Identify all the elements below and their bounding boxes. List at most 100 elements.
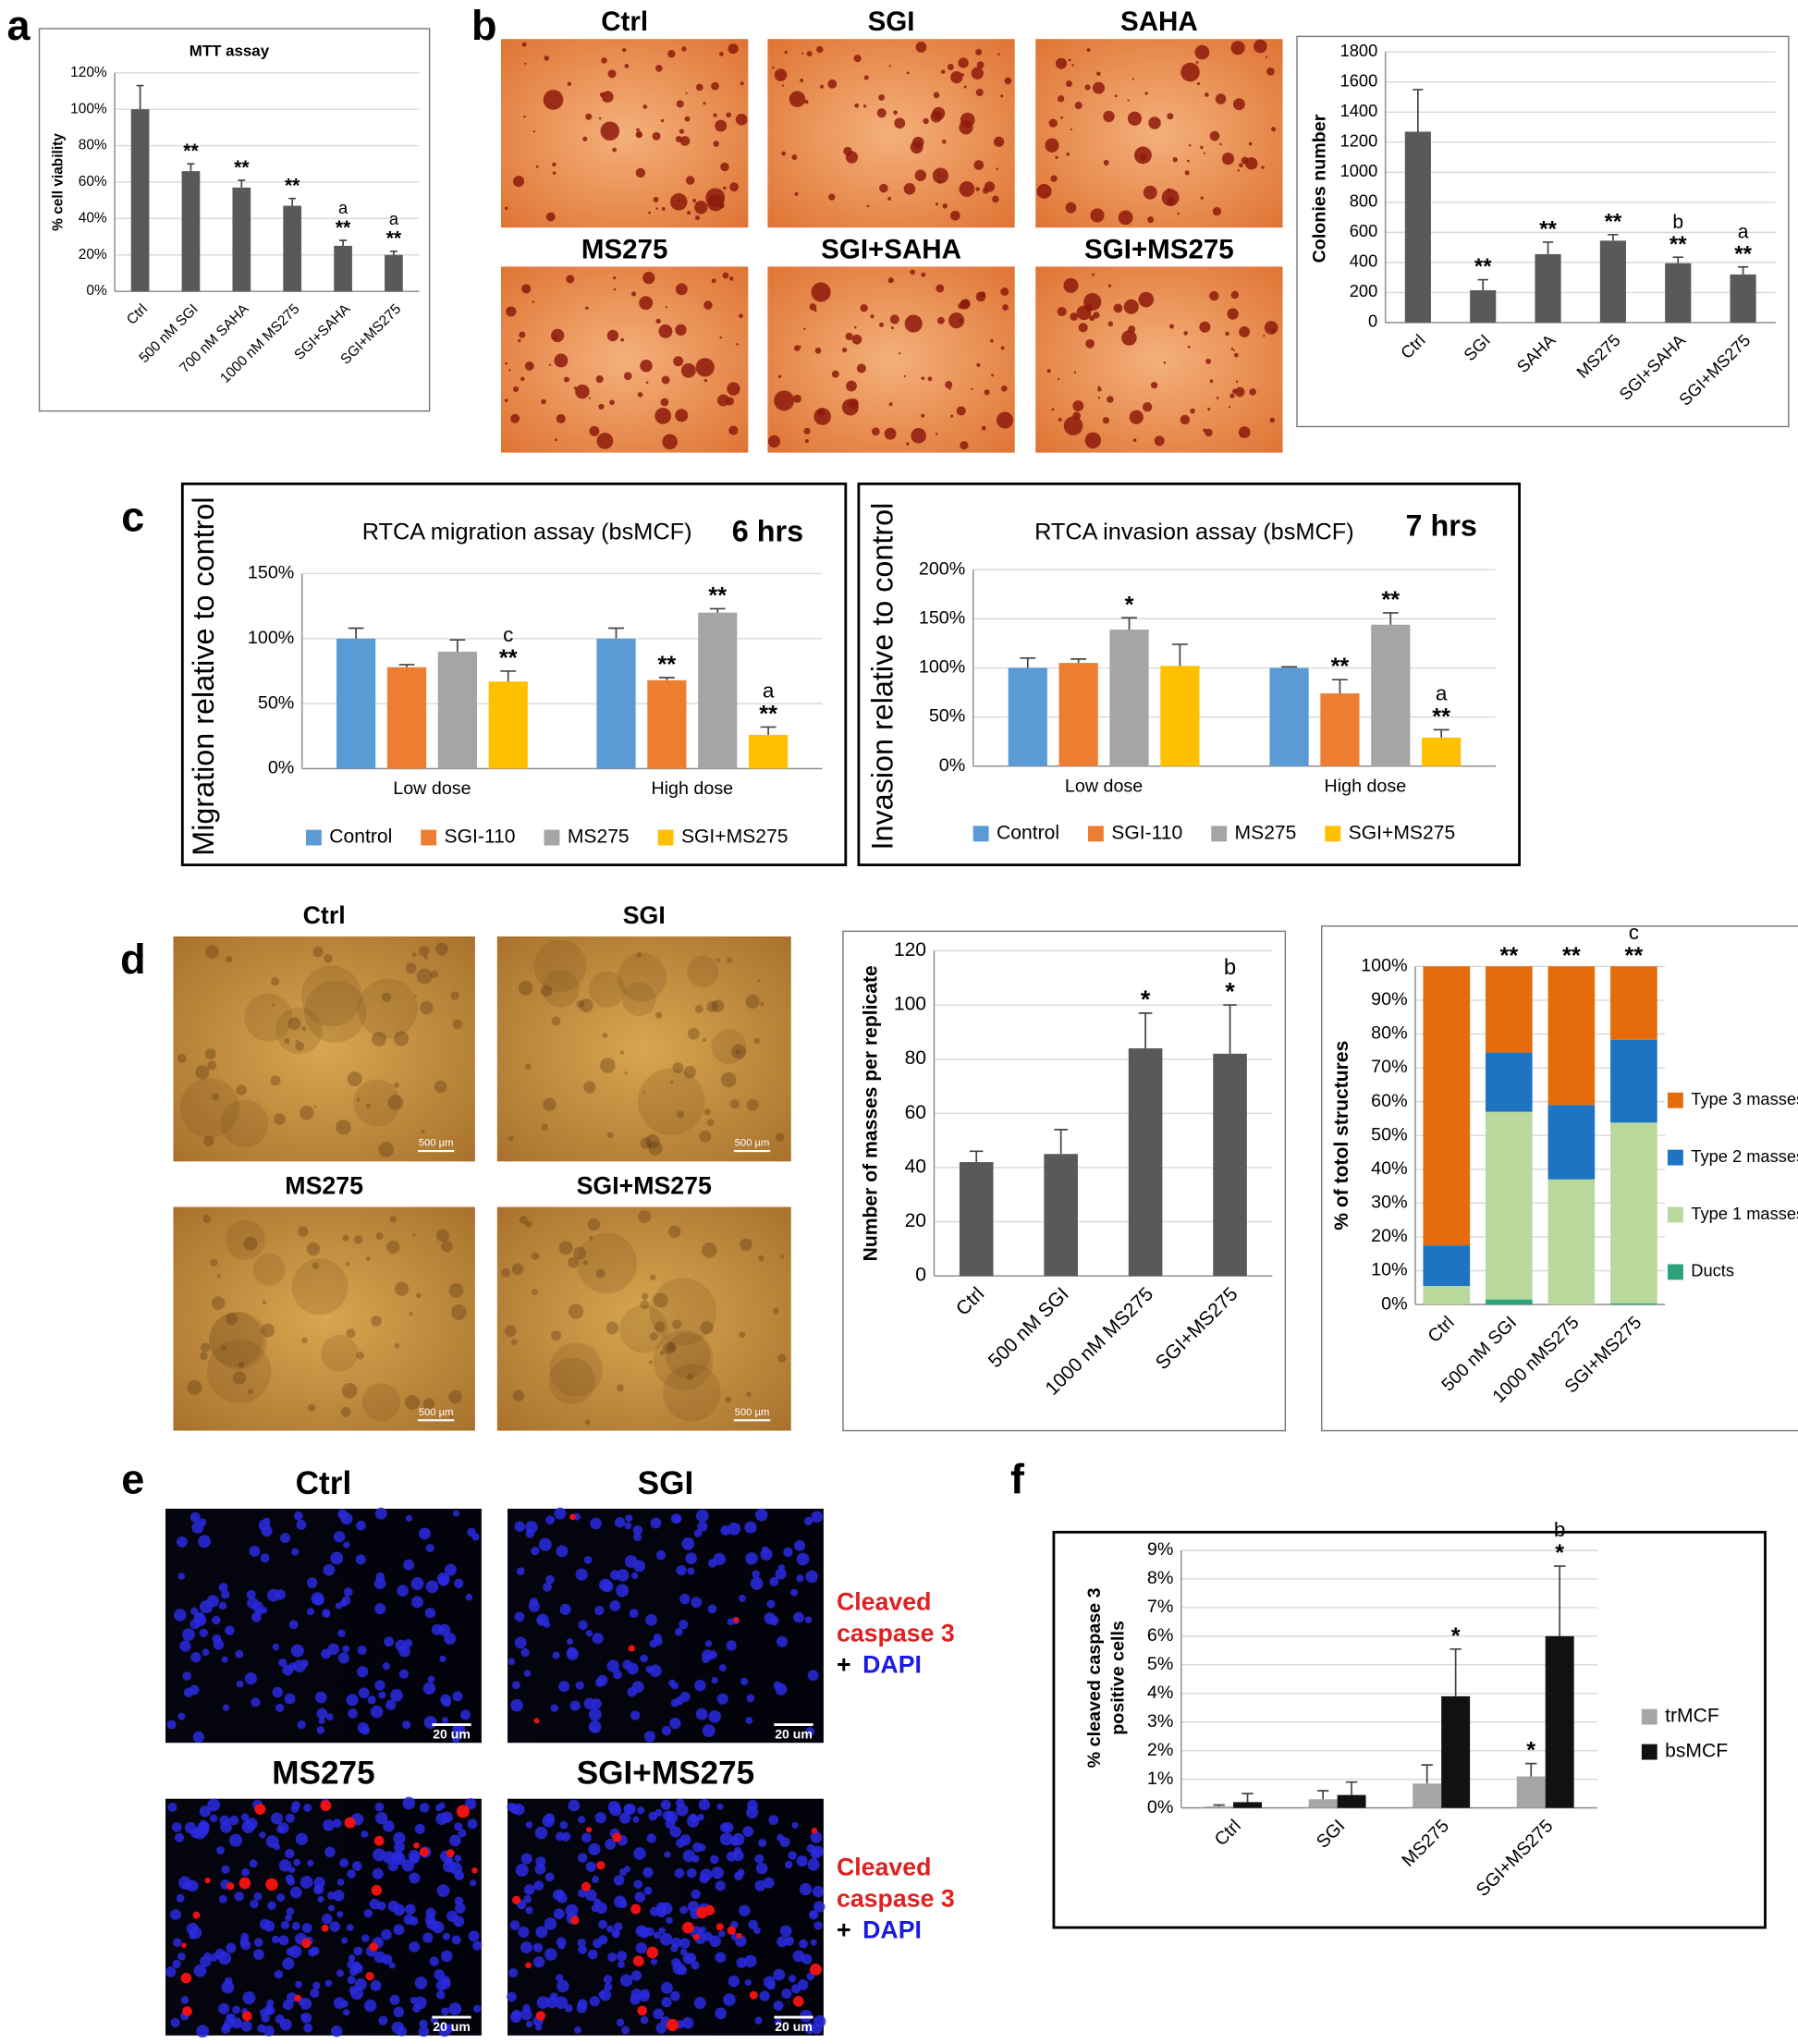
nucleus	[661, 1725, 672, 1736]
colony	[719, 336, 722, 339]
nucleus	[658, 1927, 666, 1935]
nucleus	[552, 1889, 564, 1901]
nucleus	[357, 1666, 369, 1678]
nucleus	[707, 1559, 717, 1568]
nucleus	[588, 1842, 601, 1855]
y-tick-label: 8%	[1147, 1568, 1173, 1588]
micrograph-title: SGI	[638, 1465, 694, 1501]
nucleus	[448, 2002, 462, 2015]
colony	[1107, 396, 1114, 403]
cell-mass	[200, 1342, 211, 1352]
colony	[1084, 84, 1091, 91]
error-bar	[389, 250, 398, 255]
nucleus	[221, 2024, 231, 2034]
nucleus	[177, 1573, 185, 1580]
nucleus	[698, 1798, 711, 1811]
cell-mass	[589, 1236, 593, 1241]
colony	[803, 427, 811, 435]
letter-mark: b	[1224, 955, 1236, 980]
bar	[1044, 1154, 1078, 1277]
bar	[1413, 1783, 1442, 1808]
colony	[563, 376, 569, 383]
colony	[809, 303, 817, 311]
apoptotic-cell	[371, 1885, 383, 1896]
colony	[1058, 418, 1062, 422]
cell-mass	[686, 1373, 694, 1381]
colony	[613, 288, 617, 291]
nucleus	[361, 1934, 370, 1942]
cell-mass	[414, 995, 417, 998]
y-tick-label: 100%	[919, 657, 965, 678]
colony	[1089, 315, 1095, 322]
colony	[910, 269, 915, 275]
colony	[1148, 116, 1161, 129]
colony	[1209, 379, 1214, 384]
error-bar	[1672, 256, 1683, 263]
nucleus	[711, 1676, 718, 1684]
cell-mass	[540, 985, 553, 998]
nucleus	[694, 1680, 706, 1692]
colony	[960, 441, 969, 450]
nucleus	[272, 1686, 283, 1698]
nucleus	[718, 1930, 726, 1938]
nucleus	[507, 1991, 517, 2002]
nucleus	[755, 1862, 768, 1875]
chart-title: RTCA invasion assay (bsMCF)	[1034, 520, 1354, 545]
colony	[685, 92, 688, 95]
colony	[675, 324, 687, 337]
cell-cluster	[622, 982, 656, 1017]
nucleus	[811, 1511, 824, 1524]
nucleus	[374, 1680, 385, 1691]
cell-mass	[274, 1113, 286, 1125]
nucleus	[390, 1688, 403, 1702]
nucleus	[401, 1859, 415, 1872]
cell-mass	[200, 1352, 208, 1361]
colony	[1134, 146, 1152, 165]
apoptotic-cell	[226, 1882, 235, 1891]
colony	[692, 199, 697, 202]
nucleus	[234, 1891, 244, 1902]
nucleus	[449, 1834, 461, 1847]
colony	[941, 139, 947, 144]
cell-cluster	[361, 1383, 400, 1422]
colony	[1063, 416, 1083, 435]
cell-mass	[207, 1060, 217, 1071]
colony	[554, 353, 569, 368]
colony	[893, 110, 898, 116]
colony	[804, 99, 809, 104]
nucleus	[682, 1952, 694, 1964]
colony	[1123, 299, 1139, 314]
nucleus	[531, 1547, 540, 1556]
nucleus	[522, 2003, 531, 2013]
nucleus	[314, 1691, 327, 1704]
bar	[1213, 1053, 1247, 1277]
bar-segment	[1610, 966, 1657, 1040]
colony	[1004, 77, 1012, 85]
cell-mass	[405, 962, 417, 974]
nucleus	[691, 1597, 703, 1609]
nucleus	[664, 1851, 671, 1858]
nucleus	[534, 1863, 546, 1875]
nucleus	[797, 1979, 809, 1990]
colony	[1118, 210, 1133, 226]
y-tick-label: 20%	[1371, 1226, 1407, 1246]
cell-mass	[780, 1255, 785, 1259]
nucleus	[557, 1979, 569, 1993]
nucleus	[291, 1548, 300, 1556]
colony	[566, 275, 575, 284]
x-tick-label: Low dose	[1065, 776, 1143, 796]
nucleus	[329, 1921, 340, 1932]
nucleus	[809, 1910, 819, 1920]
y-tick-label: 1600	[1340, 71, 1378, 91]
cell-mass	[387, 1095, 404, 1110]
colony	[1060, 116, 1064, 119]
nucleus	[577, 1939, 586, 1948]
colony	[722, 272, 729, 279]
nucleus	[796, 1574, 804, 1583]
cell-mass	[551, 1330, 562, 1341]
cell-mass	[378, 1142, 394, 1157]
nucleus	[511, 1681, 520, 1690]
colony	[521, 284, 532, 294]
cell-cluster	[353, 1079, 400, 1127]
cell-mass	[221, 1345, 226, 1351]
